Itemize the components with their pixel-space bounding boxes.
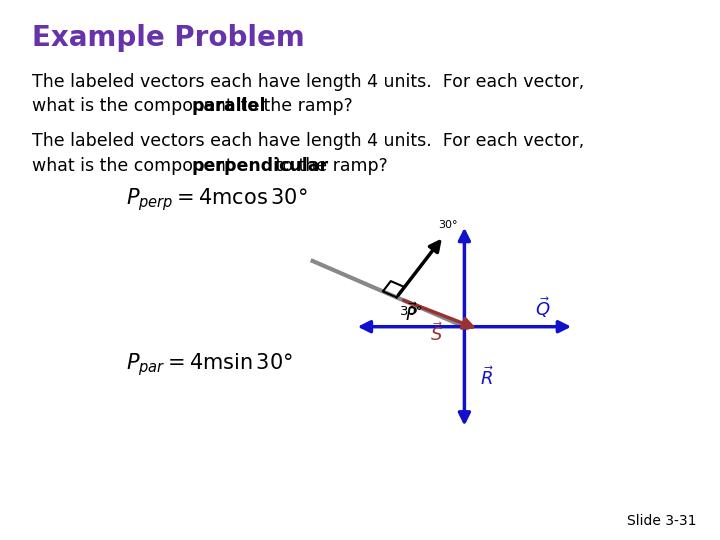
Text: to the ramp?: to the ramp?	[270, 157, 388, 174]
Text: to the ramp?: to the ramp?	[235, 97, 354, 115]
Text: what is the component: what is the component	[32, 157, 238, 174]
Text: $P_{perp} = 4\mathrm{m}\cos 30°$: $P_{perp} = 4\mathrm{m}\cos 30°$	[126, 186, 307, 213]
Text: $\vec{Q}$: $\vec{Q}$	[536, 295, 551, 320]
Text: what is the component: what is the component	[32, 97, 238, 115]
Text: $\vec{S}$: $\vec{S}$	[430, 322, 443, 345]
Text: perpendicular: perpendicular	[192, 157, 328, 174]
Text: 30°: 30°	[438, 220, 457, 230]
Text: The labeled vectors each have length 4 units.  For each vector,: The labeled vectors each have length 4 u…	[32, 132, 585, 150]
Text: 30°: 30°	[400, 305, 423, 318]
Text: parallel: parallel	[192, 97, 266, 115]
Text: $\vec{P}$: $\vec{P}$	[405, 302, 418, 325]
Text: Example Problem: Example Problem	[32, 24, 305, 52]
Text: The labeled vectors each have length 4 units.  For each vector,: The labeled vectors each have length 4 u…	[32, 73, 585, 91]
Text: $P_{par} = 4\mathrm{m}\sin 30°$: $P_{par} = 4\mathrm{m}\sin 30°$	[126, 351, 293, 378]
Text: Slide 3-31: Slide 3-31	[627, 514, 697, 528]
Text: $\vec{R}$: $\vec{R}$	[480, 366, 495, 389]
